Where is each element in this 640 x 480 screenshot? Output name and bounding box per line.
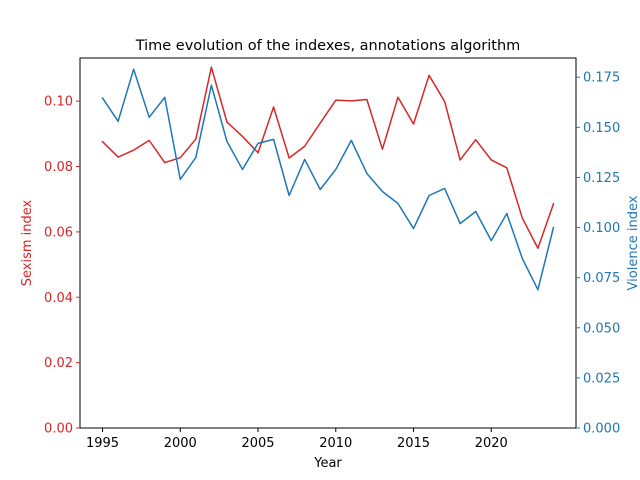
y-axis-left: 0.00 0.02 0.04 0.06 0.08 0.10 [44,95,80,437]
x-axis-label: Year [313,456,342,471]
y-right-tick-label: 0.175 [583,71,620,86]
y-left-tick-label: 0.04 [44,291,73,306]
series-line-sexism [101,66,555,249]
plot-frame [79,57,577,429]
x-tick-label: 1995 [86,436,119,451]
y-right-tick-label: 0.125 [583,171,620,186]
y-left-tick-label: 0.02 [44,356,73,371]
y-right-tick-label: 0.050 [583,321,620,336]
y-left-tick-label: 0.08 [44,160,73,175]
series-layer [101,66,555,291]
y-left-tick-label: 0.00 [44,422,73,437]
y-axis-left-label: Sexism index [20,199,35,286]
y-right-tick-label: 0.100 [583,221,620,236]
chart-title: Time evolution of the indexes, annotatio… [135,38,521,54]
x-tick-label: 2005 [241,436,274,451]
x-tick-label: 2000 [164,436,197,451]
x-axis: 1995 2000 2005 2010 2015 2020 [86,428,508,451]
y-axis-right-label: Violence index [626,195,640,290]
series-line-violence [101,68,555,291]
x-tick-label: 2015 [397,436,430,451]
y-right-tick-label: 0.000 [583,422,620,437]
y-right-tick-label: 0.025 [583,371,620,386]
y-left-tick-label: 0.10 [44,95,73,110]
y-right-tick-label: 0.075 [583,271,620,286]
y-axis-right: 0.000 0.025 0.050 0.075 0.100 0.125 0.150 0.175 [576,71,620,437]
x-tick-label: 2020 [475,436,508,451]
x-tick-label: 2010 [319,436,352,451]
y-left-tick-label: 0.06 [44,225,73,240]
y-right-tick-label: 0.150 [583,121,620,136]
